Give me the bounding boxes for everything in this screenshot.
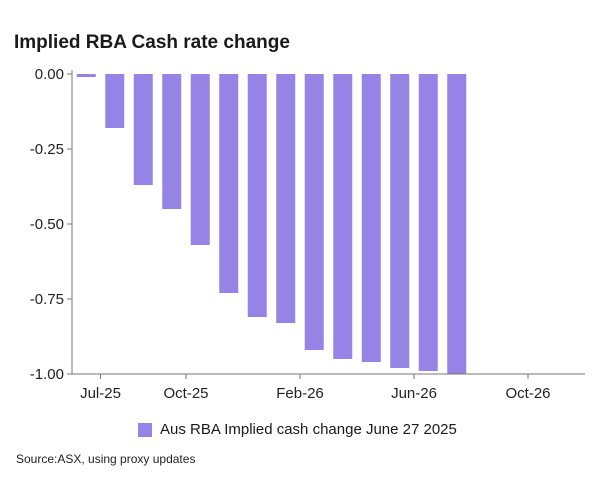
chart-title: Implied RBA Cash rate change: [14, 32, 290, 53]
x-tick-label: Jul-25: [80, 385, 121, 402]
y-tick-label: -0.25: [30, 141, 64, 158]
bar-9: [333, 74, 353, 359]
x-tick-label: Oct-25: [163, 385, 208, 402]
y-tick-label: -0.50: [30, 216, 64, 233]
source-note: Source:ASX, using proxy updates: [16, 452, 196, 466]
x-axis: Jul-25 Oct-25 Feb-26 Jun-26 Oct-26: [72, 373, 585, 402]
bar-4: [190, 74, 210, 245]
bar-12: [418, 74, 438, 371]
bar-10: [361, 74, 381, 362]
legend: Aus RBA Implied cash change June 27 2025: [138, 421, 457, 438]
bars-layer: [76, 74, 467, 374]
bar-11: [390, 74, 410, 368]
bar-7: [276, 74, 296, 323]
legend-swatch: [138, 422, 152, 437]
y-tick-label: -0.75: [30, 291, 64, 308]
bar-3: [162, 74, 182, 209]
x-tick-label: Feb-26: [276, 385, 324, 402]
y-axis: 0.00 -0.25 -0.50 -0.75 -1.00: [30, 66, 73, 383]
bar-0: [76, 74, 96, 77]
bar-8: [304, 74, 324, 350]
bar-6: [247, 74, 267, 317]
bar-1: [105, 74, 125, 128]
legend-label: Aus RBA Implied cash change June 27 2025: [160, 421, 457, 438]
y-tick-label: -1.00: [30, 366, 64, 383]
bar-13: [447, 74, 467, 374]
x-tick-label: Oct-26: [505, 385, 550, 402]
bar-5: [219, 74, 239, 293]
y-tick-label: 0.00: [35, 66, 64, 83]
bar-2: [133, 74, 153, 185]
x-tick-label: Jun-26: [391, 385, 437, 402]
